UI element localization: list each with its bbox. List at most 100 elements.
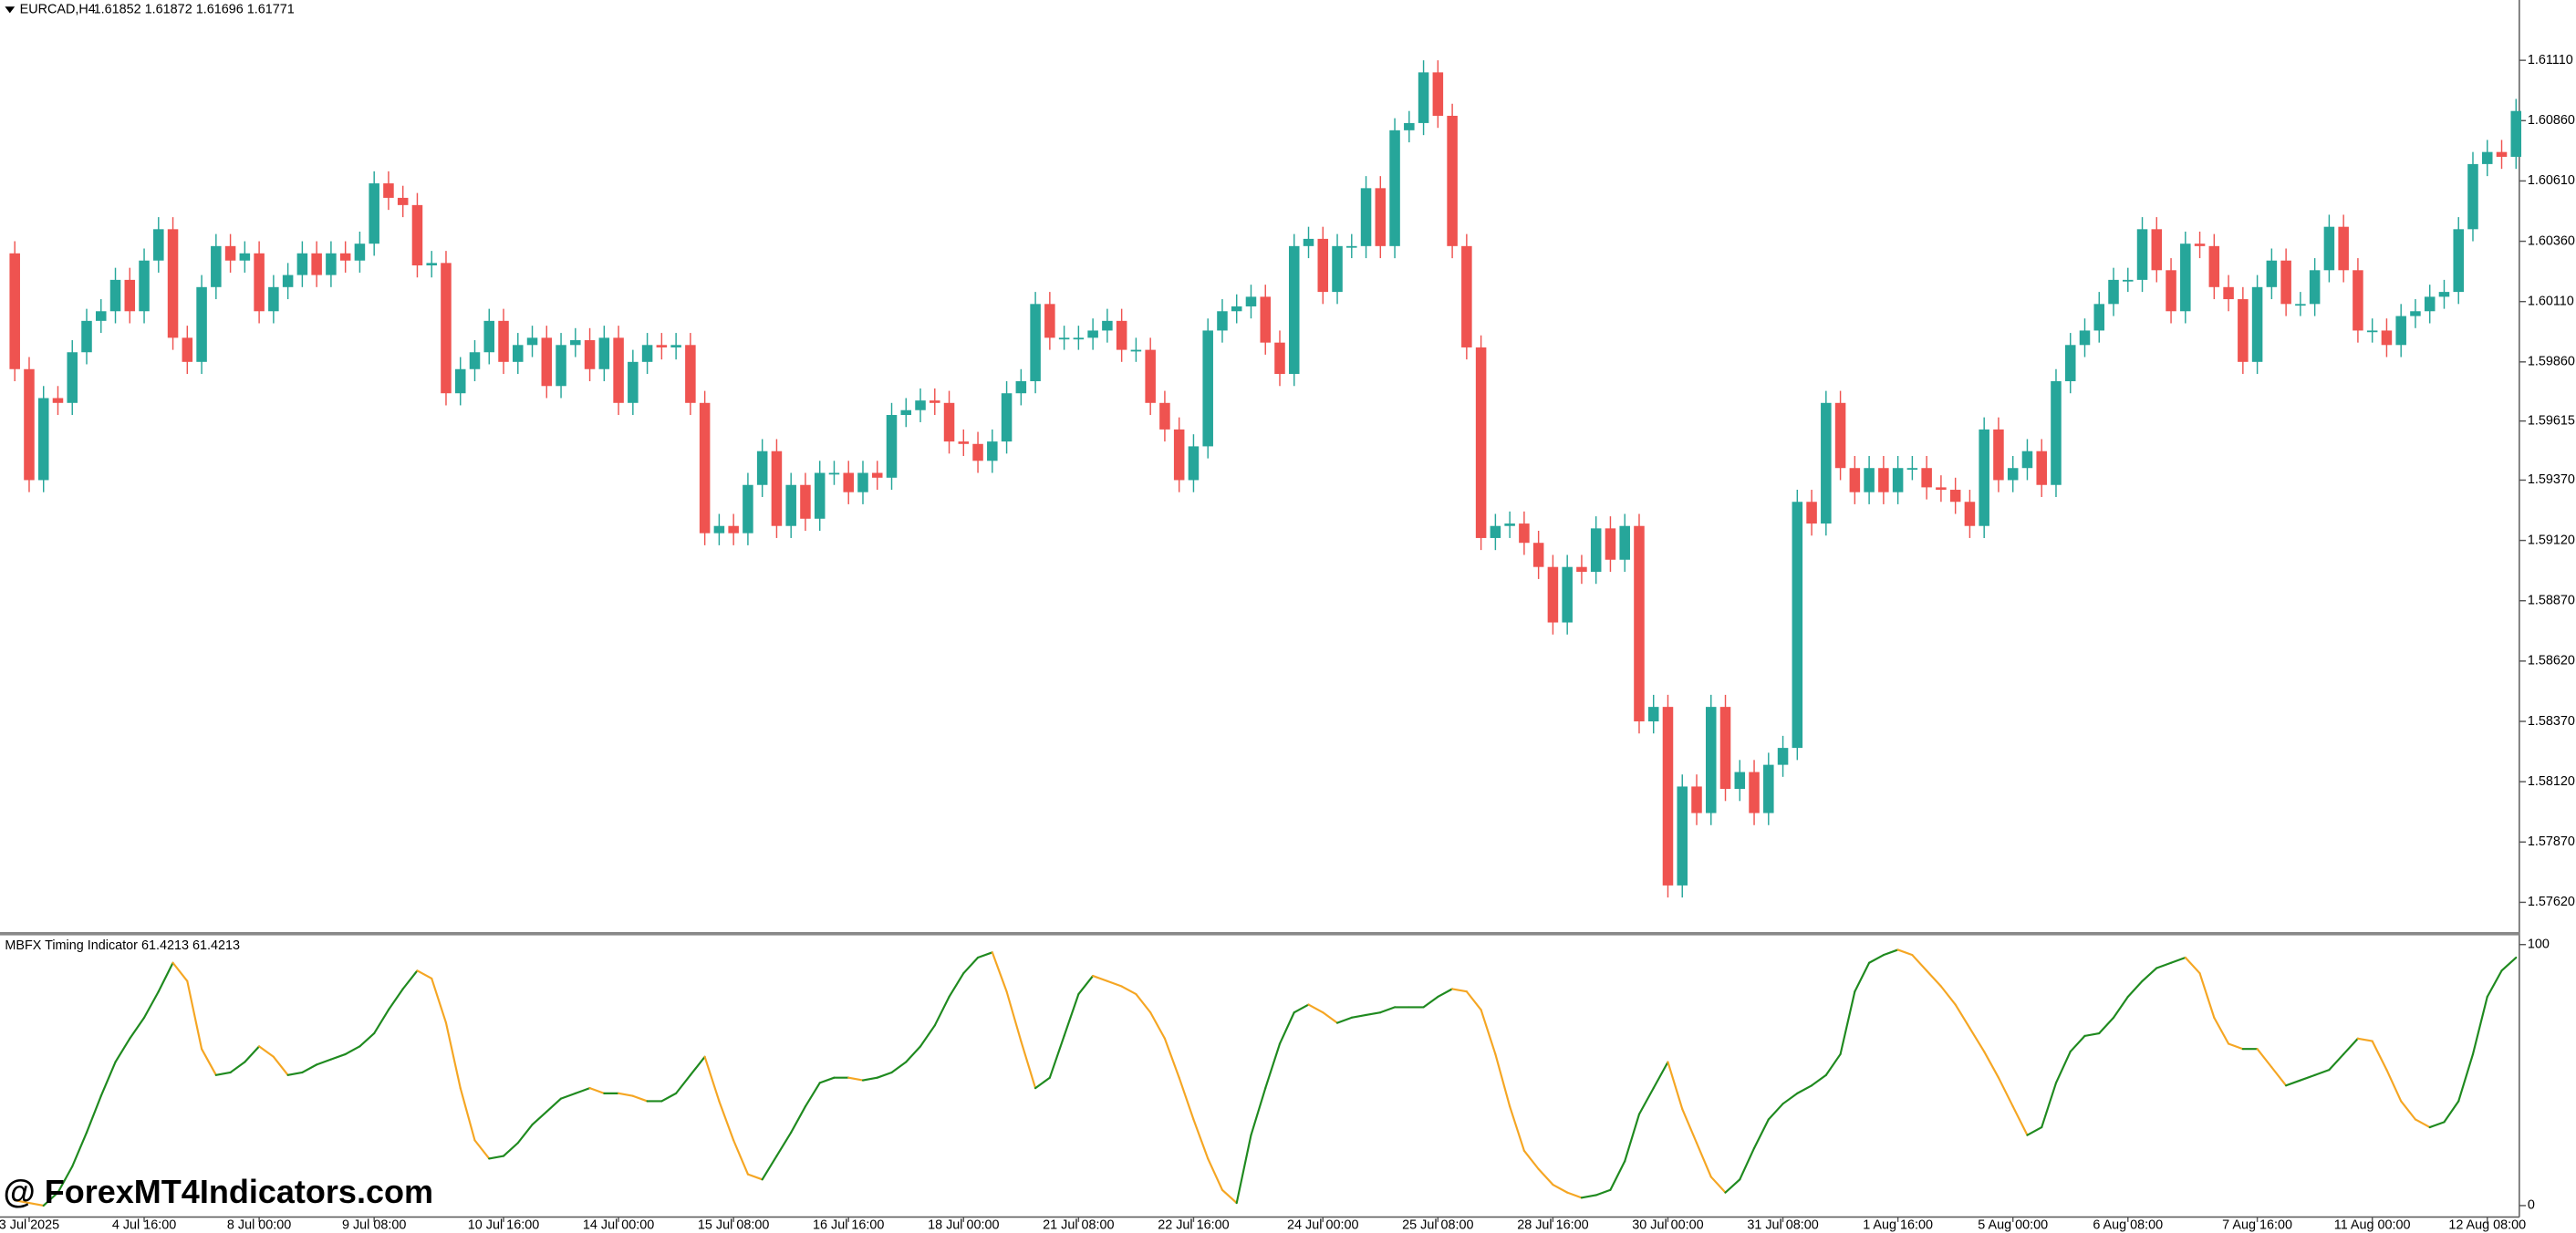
indicator-segment: [1594, 1188, 1612, 1197]
time-label: 5 Aug 00:00: [1978, 1217, 2048, 1232]
candle-body: [1418, 72, 1429, 123]
indicator-segment: [2471, 995, 2488, 1056]
candle-body: [1475, 347, 1487, 538]
indicator-segment: [1968, 1027, 1986, 1053]
indicator-segment: [2457, 1052, 2475, 1103]
candle-body: [1576, 566, 1587, 572]
candle-body: [1749, 772, 1760, 813]
time-label: 16 Jul 16:00: [813, 1217, 884, 1232]
indicator-segment: [847, 1076, 865, 1082]
indicator-segment: [373, 1009, 390, 1035]
candle-body: [1864, 468, 1875, 492]
indicator-segment: [301, 1063, 318, 1074]
candle-body: [2410, 311, 2421, 316]
indicator-segment: [991, 951, 1008, 993]
indicator-segment: [1767, 1103, 1784, 1121]
indicator-segment: [2270, 1066, 2288, 1087]
price-label: 1.61110: [2528, 53, 2573, 67]
indicator-segment: [2198, 972, 2216, 1019]
indicator-segment: [459, 1087, 476, 1142]
indicator-segment: [516, 1124, 534, 1145]
indicator-segment: [1365, 1011, 1382, 1017]
price-label: 1.60110: [2528, 294, 2574, 308]
time-label: 9 Jul 08:00: [342, 1217, 406, 1232]
candle-body: [886, 415, 898, 478]
indicator-segment: [2400, 1100, 2417, 1121]
candle-body: [1605, 528, 1616, 560]
indicator-segment: [2112, 995, 2129, 1019]
dropdown-icon[interactable]: [5, 6, 16, 14]
candle-body: [2323, 226, 2335, 271]
indicator-segment: [1250, 1087, 1267, 1136]
candle-body: [1116, 320, 1127, 350]
candle-body: [1145, 349, 1156, 403]
candle-body: [641, 345, 653, 362]
candle-body: [67, 352, 78, 403]
candle-body: [958, 441, 970, 444]
indicator-segment: [1509, 1105, 1525, 1152]
indicator-segment: [244, 1045, 261, 1063]
time-label: 4 Jul 16:00: [112, 1217, 176, 1232]
candle-body: [699, 402, 711, 534]
indicator-title: MBFX Timing Indicator 61.4213 61.4213: [5, 938, 240, 953]
indicator-segment: [157, 961, 174, 993]
indicator-segment: [1120, 985, 1137, 996]
candle-body: [1073, 337, 1085, 340]
indicator-segment: [1379, 1006, 1397, 1014]
indicator-segment: [1882, 948, 1899, 957]
candle-body: [972, 443, 983, 461]
candle-body: [1015, 380, 1027, 394]
price-label: 1.59370: [2528, 472, 2575, 487]
candle-body: [1691, 786, 1702, 813]
indicator-segment: [488, 1155, 505, 1160]
candle-body: [1878, 468, 1889, 492]
candle-body: [1647, 707, 1659, 722]
candle-body: [426, 263, 437, 266]
candle-body: [771, 451, 783, 526]
time-label: 22 Jul 16:00: [1158, 1217, 1229, 1232]
indicator-segment: [1839, 990, 1856, 1056]
candle-body: [1634, 525, 1645, 722]
candle-body: [1906, 468, 1918, 471]
candle-body: [800, 484, 811, 519]
candle-body: [2481, 151, 2493, 164]
candle-body: [1389, 130, 1400, 246]
candle-body: [713, 525, 725, 534]
indicator-segment: [2098, 1016, 2115, 1035]
candle-body: [1102, 320, 1113, 331]
price-label: 1.58620: [2528, 654, 2575, 668]
candle-body: [598, 337, 610, 369]
candle-body: [2208, 245, 2220, 287]
candle-body: [1231, 306, 1242, 312]
indicator-segment: [2228, 1042, 2244, 1051]
candle-body: [37, 398, 49, 481]
price-label: 1.58120: [2528, 774, 2575, 789]
candle-body: [2194, 243, 2206, 246]
candle-body: [2467, 163, 2478, 230]
indicator-segment: [2026, 1125, 2043, 1136]
time-label: 12 Aug 08:00: [2448, 1217, 2526, 1232]
candle-body: [756, 451, 768, 485]
watermark: @ ForexMT4Indicators.com: [4, 1173, 433, 1210]
candle-body: [109, 279, 121, 312]
candle-body: [628, 361, 639, 403]
candle-body: [1130, 349, 1142, 352]
candle-body: [2280, 260, 2291, 305]
time-label: 11 Aug 00:00: [2334, 1217, 2411, 1232]
indicator-segment: [2328, 1052, 2345, 1072]
time-label: 7 Aug 16:00: [2222, 1217, 2292, 1232]
indicator-segment: [718, 1100, 735, 1142]
indicator-segment: [1235, 1134, 1252, 1205]
indicator-segment: [57, 1165, 74, 1194]
indicator-segment: [1781, 1092, 1799, 1105]
candle-body: [2424, 296, 2436, 312]
indicator-segment: [444, 1021, 462, 1090]
indicator-segment: [2414, 1118, 2431, 1129]
indicator-segment: [2428, 1121, 2446, 1129]
candle-body: [1245, 296, 1257, 306]
indicator-segment: [286, 1071, 304, 1076]
candle-body: [1360, 188, 1372, 246]
indicator-segment: [401, 969, 419, 990]
